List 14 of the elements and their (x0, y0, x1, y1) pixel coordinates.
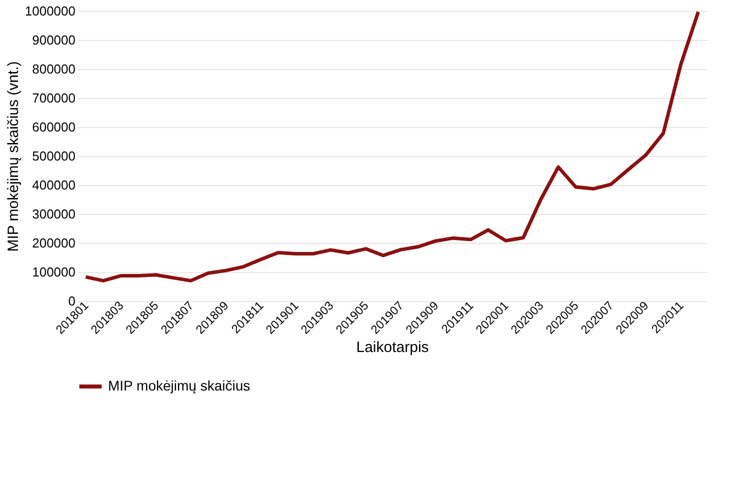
y-tick-label: 300000 (32, 206, 76, 222)
y-tick-label: 1000000 (24, 4, 76, 18)
line-series (84, 10, 700, 282)
y-tick-label: 900000 (32, 32, 76, 48)
y-tick-label: 200000 (32, 236, 76, 250)
y-axis-title: MIP mokėjimų skaičius (vnt.) (4, 61, 22, 252)
legend-label: MIP mokėjimų skaičius (108, 378, 250, 394)
x-axis-title: Laikotarpis (356, 339, 429, 356)
y-tick-label: 400000 (32, 178, 76, 192)
y-tick-label: 700000 (32, 90, 76, 106)
y-tick-label: 100000 (32, 264, 76, 280)
y-tick-label: 600000 (32, 120, 76, 134)
y-tick-label: 800000 (32, 62, 76, 76)
y-tick-label: 500000 (32, 148, 76, 164)
